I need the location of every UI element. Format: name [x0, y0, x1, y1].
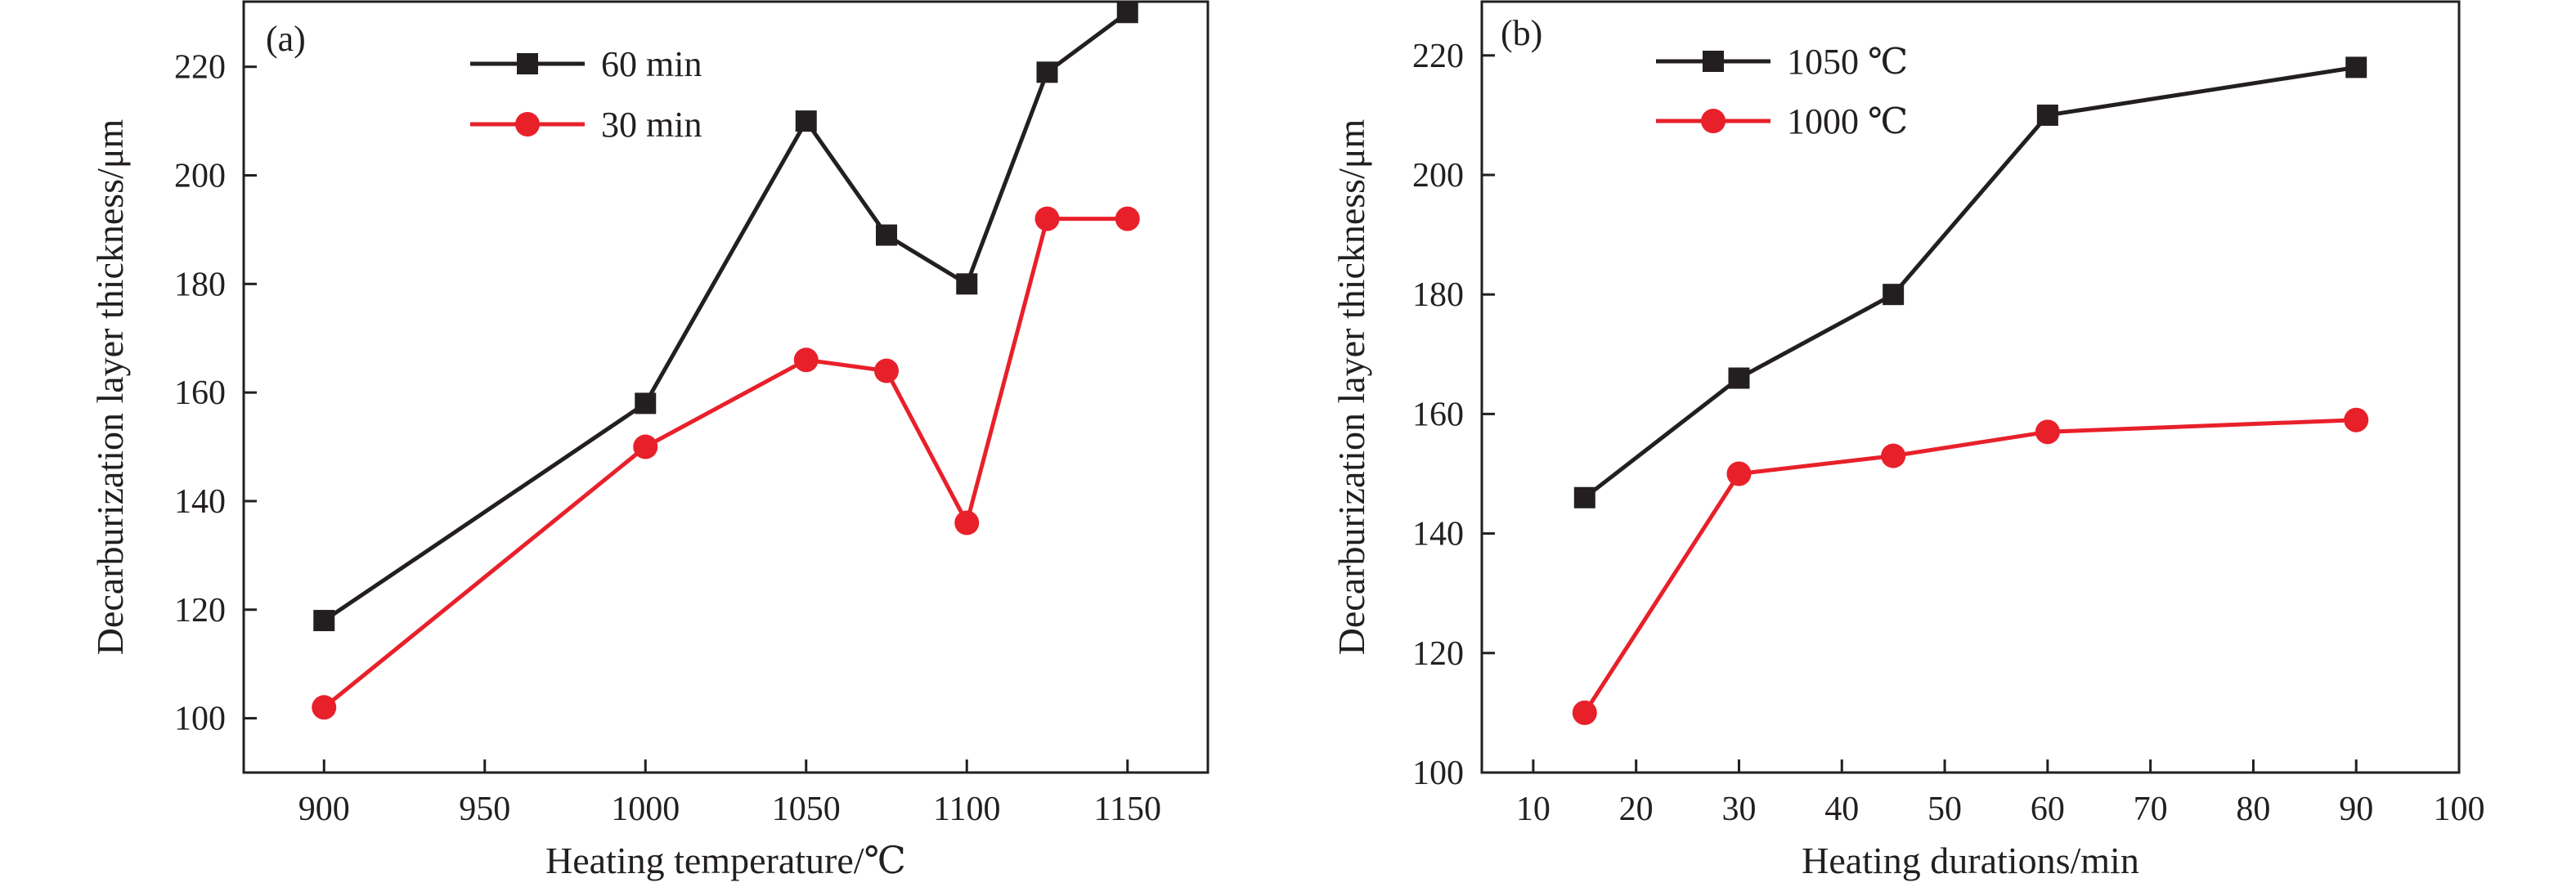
data-point: [312, 695, 337, 720]
legend-entry: 60 min: [470, 44, 702, 84]
legend-entry: 30 min: [470, 105, 702, 145]
x-axis-title: Heating temperature/℃: [545, 840, 906, 881]
data-point: [2345, 56, 2367, 78]
data-point: [1573, 486, 1595, 508]
x-tick-label: 70: [2134, 791, 2168, 828]
legend-marker: [515, 112, 540, 137]
data-point: [2344, 407, 2369, 432]
legend-label: 1000 ℃: [1787, 101, 1908, 141]
data-point: [795, 110, 817, 132]
legend-marker: [517, 53, 538, 74]
legend-marker: [1703, 51, 1724, 72]
x-tick-label: 50: [1928, 791, 1962, 828]
panel-label: (a): [266, 19, 306, 59]
y-tick-label: 180: [1412, 276, 1464, 314]
x-tick-label: 1100: [933, 791, 1000, 828]
y-tick-label: 180: [174, 266, 226, 303]
x-tick-label: 60: [2031, 791, 2065, 828]
x-tick-label: 1000: [611, 791, 680, 828]
y-tick-label: 120: [1412, 635, 1464, 673]
series-line-0: [322, 11, 1129, 623]
y-axis-title: Decarburization layer thickness/μm: [89, 119, 131, 655]
plot-frame: [242, 0, 1209, 774]
x-tick-label: 10: [1516, 791, 1551, 828]
y-tick-label: 120: [174, 592, 226, 629]
data-point: [793, 347, 819, 373]
plot-frame: [1480, 0, 2461, 774]
data-point: [1726, 461, 1752, 486]
series-line-0: [1583, 65, 2357, 499]
data-point: [1728, 367, 1750, 389]
y-tick-label: 220: [1412, 38, 1464, 75]
data-point: [1115, 206, 1140, 231]
panel-label: (b): [1501, 13, 1542, 53]
legend-entry: 1050 ℃: [1656, 42, 1908, 82]
chart-panel-0: 900 950 1000 1050 1100 1150 100 120 140 160 180 200…: [89, 0, 1209, 881]
y-tick-label: 140: [1412, 516, 1464, 553]
x-tick-label: 80: [2236, 791, 2270, 828]
x-tick-label: 40: [1824, 791, 1859, 828]
y-tick-label: 160: [1412, 396, 1464, 433]
data-point: [1881, 443, 1906, 468]
data-point: [1116, 2, 1138, 24]
data-point: [633, 434, 658, 459]
chart-panel-1: 10 20 30 40 50 60 70 80 90 100 100 120 140 160 180 200 2…: [1331, 0, 2485, 881]
data-point: [1034, 206, 1060, 231]
legend-marker: [1701, 109, 1726, 133]
x-tick-label: 900: [298, 791, 350, 828]
x-tick-label: 100: [2434, 791, 2485, 828]
data-point: [874, 358, 899, 383]
data-point: [1036, 61, 1058, 83]
y-tick-label: 220: [174, 49, 226, 87]
data-point: [1572, 700, 1597, 725]
x-axis-title: Heating durations/min: [1802, 840, 2139, 881]
legend-label: 30 min: [601, 105, 702, 145]
data-point: [956, 273, 978, 295]
data-point: [1883, 284, 1905, 306]
y-axis-title: Decarburization layer thickness/μm: [1331, 119, 1372, 655]
data-point: [876, 224, 897, 246]
legend-label: 1050 ℃: [1787, 42, 1908, 82]
y-tick-label: 140: [174, 483, 226, 521]
x-tick-label: 950: [459, 791, 510, 828]
data-point: [313, 610, 335, 632]
data-point: [2035, 419, 2060, 445]
y-tick-label: 200: [1412, 157, 1464, 195]
x-tick-label: 1150: [1094, 791, 1161, 828]
y-tick-label: 160: [174, 374, 226, 412]
y-tick-label: 200: [174, 158, 226, 195]
x-tick-label: 20: [1619, 791, 1654, 828]
legend-label: 60 min: [601, 44, 702, 84]
data-point: [954, 510, 980, 535]
legend-entry: 1000 ℃: [1656, 101, 1908, 141]
y-tick-label: 100: [174, 701, 226, 738]
x-tick-label: 90: [2339, 791, 2373, 828]
x-tick-label: 30: [1721, 791, 1756, 828]
series-line-1: [1582, 418, 2357, 715]
x-tick-label: 1050: [772, 791, 841, 828]
data-point: [2036, 104, 2058, 126]
y-tick-label: 100: [1412, 755, 1464, 792]
series-line-1: [322, 217, 1128, 710]
data-point: [635, 392, 657, 414]
